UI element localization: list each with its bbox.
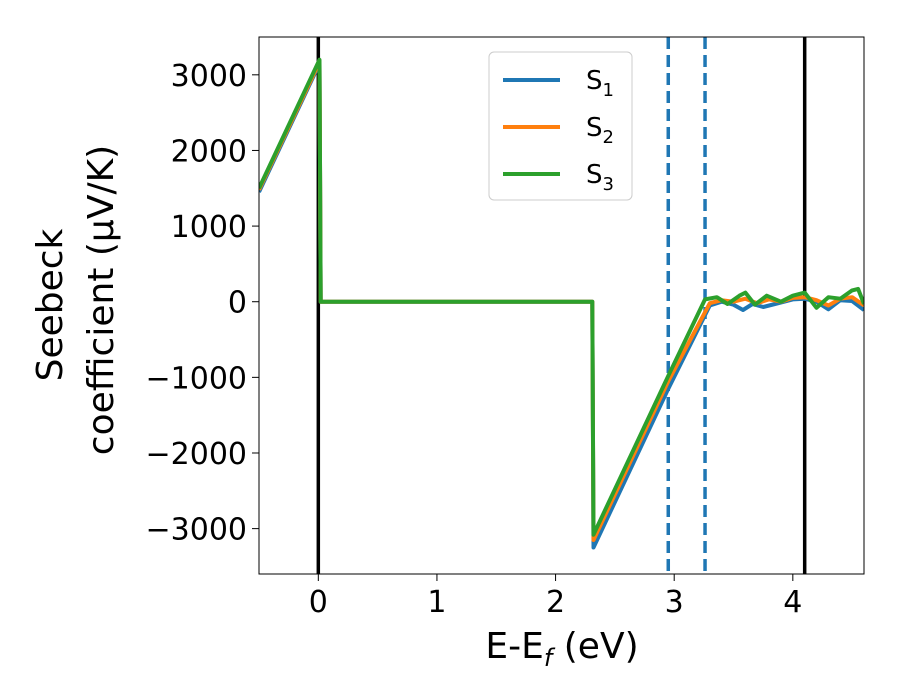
y-tick-label: −1000 — [146, 361, 247, 396]
y-axis: −3000 −2000 −1000 0 1000 2000 3000 — [146, 59, 259, 548]
y-tick-label: 0 — [228, 286, 247, 321]
y-tick-label: 2000 — [171, 134, 247, 169]
legend-frame — [488, 51, 633, 201]
plot-frame — [258, 36, 865, 575]
legend: S1 S2 S3 — [488, 51, 633, 201]
y-tick-label: −2000 — [146, 437, 247, 472]
x-axis-label: E-Ef (eV) — [485, 626, 638, 672]
series-line-s3 — [259, 57, 864, 537]
x-tick-label: 3 — [665, 585, 684, 620]
x-tick-label: 2 — [546, 585, 565, 620]
series-lines — [259, 57, 864, 550]
x-tick-label: 1 — [427, 585, 446, 620]
y-axis-label-line1: Seebeck — [30, 228, 71, 381]
x-axis: 0 1 2 3 4 — [309, 574, 802, 620]
y-tick-label: −3000 — [146, 513, 247, 548]
y-axis-label-line2: coefficient (μV/K) — [81, 145, 122, 455]
legend-label-s2: S2 — [586, 113, 614, 148]
y-tick-label: 3000 — [171, 59, 247, 94]
x-tick-label: 4 — [783, 585, 802, 620]
x-tick-label: 0 — [309, 585, 328, 620]
legend-label-s1: S1 — [586, 66, 614, 101]
legend-label-s3: S3 — [586, 160, 614, 195]
y-tick-label: 1000 — [171, 210, 247, 245]
